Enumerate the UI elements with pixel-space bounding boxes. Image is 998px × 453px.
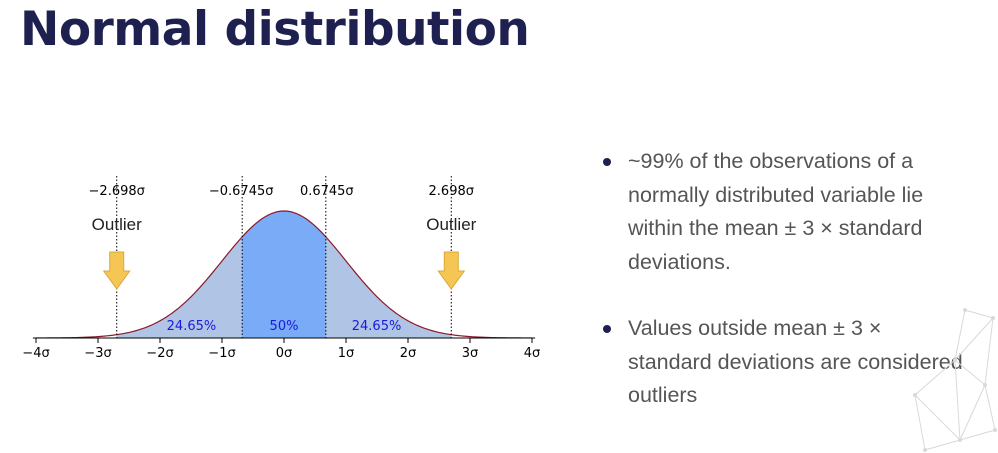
- x-tick-label: 1σ: [338, 346, 355, 361]
- percent-label-center: 50%: [270, 319, 299, 334]
- outlier-label-upper: Outlier: [426, 215, 476, 234]
- x-tick-label: −4σ: [22, 346, 49, 361]
- bullet-text: ~99% of the observations of a normally d…: [628, 149, 924, 274]
- x-tick-label: 2σ: [400, 346, 417, 361]
- x-tick-label: −3σ: [84, 346, 111, 361]
- x-tick-label: −2σ: [146, 346, 173, 361]
- percent-label-right: 24.65%: [352, 319, 402, 334]
- bullet-item: ~99% of the observations of a normally d…: [600, 145, 970, 279]
- x-tick-label: 3σ: [462, 346, 479, 361]
- quartile-label-upper: 0.6745σ: [300, 184, 354, 199]
- down-arrow-icon: [437, 251, 466, 290]
- quartile-label-lower: −0.6745σ: [209, 184, 274, 199]
- network-decoration-icon: [913, 308, 997, 452]
- bullet-item: Values outside mean ± 3 × standard devia…: [600, 312, 970, 413]
- percent-label-left: 24.65%: [167, 319, 217, 334]
- page-title: Normal distribution: [20, 2, 530, 57]
- x-axis-ticks: −4σ −3σ −2σ −1σ 0σ 1σ 2σ 3σ 4σ: [22, 338, 540, 361]
- down-arrow-icon: [102, 251, 131, 290]
- outlier-label-lower: Outlier: [92, 215, 142, 234]
- x-tick-label: −1σ: [208, 346, 235, 361]
- x-tick-label: 0σ: [276, 346, 293, 361]
- bullet-dot-icon: [603, 158, 611, 166]
- normal-distribution-diagram: −2.698σ −0.6745σ 0.6745σ 2.698σ Outlier …: [22, 176, 540, 361]
- x-tick-label: 4σ: [524, 346, 541, 361]
- bullet-dot-icon: [603, 325, 611, 333]
- density-curve: [35, 210, 533, 339]
- interquartile-area: [242, 211, 326, 338]
- bullet-text: Values outside mean ± 3 × standard devia…: [628, 316, 963, 407]
- fence-label-lower: −2.698σ: [89, 184, 145, 199]
- fence-label-upper: 2.698σ: [429, 184, 474, 199]
